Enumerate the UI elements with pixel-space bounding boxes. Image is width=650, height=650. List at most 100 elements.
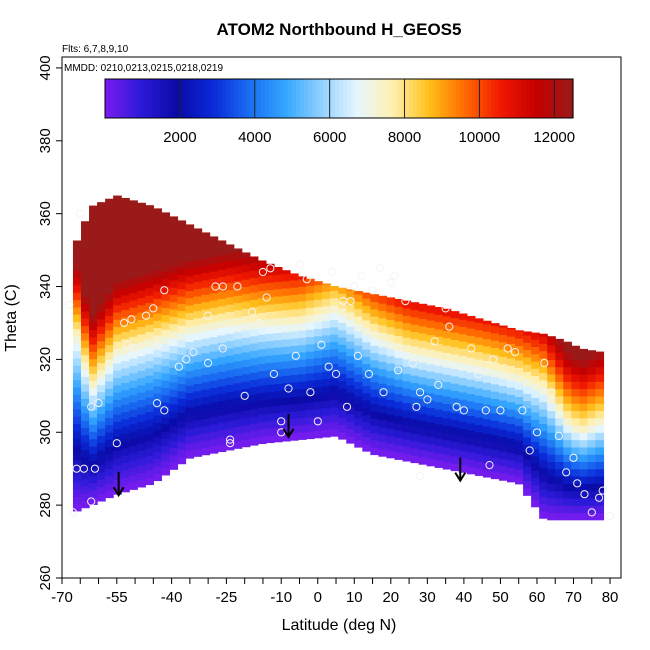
heatmap-cell xyxy=(298,351,307,360)
heatmap-cell xyxy=(595,359,605,368)
heatmap-cell xyxy=(466,335,476,344)
colorbar-segment xyxy=(417,79,422,118)
x-tick-label: -25 xyxy=(216,589,238,606)
heatmap-cell xyxy=(193,390,203,399)
heatmap-cell xyxy=(81,347,90,356)
heatmap-cell xyxy=(209,351,219,359)
heatmap-cell xyxy=(185,290,195,299)
heatmap-cell xyxy=(273,390,283,399)
heatmap-cell xyxy=(490,354,500,363)
heatmap-cell xyxy=(89,278,98,287)
heatmap-cell xyxy=(233,389,243,398)
heatmap-cell xyxy=(233,324,243,333)
heatmap-cell xyxy=(257,334,267,342)
heatmap-cell xyxy=(539,496,548,505)
heatmap-cell xyxy=(515,352,524,361)
heatmap-cell xyxy=(289,294,299,303)
heatmap-cell xyxy=(362,414,371,423)
heatmap-cell xyxy=(201,447,211,456)
heatmap-cell xyxy=(97,420,106,429)
heatmap-cell xyxy=(370,410,379,419)
colorbar-segment xyxy=(436,79,441,118)
heatmap-cell xyxy=(81,303,90,312)
heatmap-cell xyxy=(579,403,588,412)
heatmap-cell xyxy=(241,337,251,346)
sample-point xyxy=(255,318,264,328)
heatmap-cell xyxy=(346,421,355,430)
heatmap-cell xyxy=(466,437,476,446)
heatmap-cell xyxy=(507,327,516,330)
sample-point xyxy=(131,344,140,353)
sample-point xyxy=(467,344,476,353)
heatmap-cell xyxy=(466,320,476,329)
heatmap-cell xyxy=(201,432,211,441)
heatmap-cell xyxy=(233,309,243,318)
heatmap-cell xyxy=(129,452,138,461)
heatmap-cell xyxy=(169,396,179,405)
heatmap-cell xyxy=(434,328,444,337)
heatmap-cell xyxy=(145,346,154,354)
heatmap-cell xyxy=(346,311,355,320)
heatmap-cell xyxy=(322,422,331,431)
heatmap-cell xyxy=(498,399,508,408)
heatmap-cell xyxy=(322,385,331,394)
heatmap-cell xyxy=(410,360,420,369)
heatmap-cell xyxy=(410,338,420,347)
heatmap-cell xyxy=(306,343,315,352)
heatmap-cell xyxy=(72,365,82,373)
heatmap-cell xyxy=(153,349,162,358)
heatmap-cell xyxy=(531,360,540,369)
heatmap-cell xyxy=(434,336,444,345)
heatmap-cell xyxy=(177,347,187,355)
heatmap-cell xyxy=(434,343,444,352)
heatmap-cell xyxy=(442,439,452,448)
heatmap-cell xyxy=(145,353,154,362)
heatmap-cell xyxy=(298,308,307,317)
colorbar-segment xyxy=(393,79,399,118)
sample-point xyxy=(532,428,542,437)
heatmap-cell xyxy=(370,381,379,390)
colorbar-segment xyxy=(463,79,469,118)
colorbar-segment xyxy=(307,79,313,118)
heatmap-cell xyxy=(595,468,605,477)
heatmap-cell xyxy=(418,325,428,334)
heatmap-cell xyxy=(89,482,98,491)
heatmap-cell xyxy=(177,398,187,406)
heatmap-cell xyxy=(563,417,572,426)
heatmap-cell xyxy=(273,332,283,341)
heatmap-cell xyxy=(370,337,379,346)
heatmap-cell xyxy=(547,454,556,463)
heatmap-cell xyxy=(587,490,597,499)
heatmap-cell xyxy=(579,505,588,514)
colorbar-segment xyxy=(272,79,278,118)
heatmap-cell xyxy=(394,386,404,395)
sample-point xyxy=(218,344,227,353)
heatmap-cell xyxy=(410,367,420,376)
heatmap-cell xyxy=(153,371,162,380)
heatmap-cell xyxy=(233,360,243,369)
heatmap-cell xyxy=(394,320,404,329)
heatmap-cell xyxy=(185,341,195,350)
chart-title: ATOM2 Northbound H_GEOS5 xyxy=(217,20,462,39)
colorbar-segment xyxy=(354,79,360,118)
heatmap-cell xyxy=(330,304,339,313)
heatmap-cell xyxy=(354,366,363,375)
heatmap-cell xyxy=(153,218,162,227)
heatmap-cell xyxy=(233,375,243,384)
heatmap-cell xyxy=(289,323,299,332)
heatmap-cell xyxy=(81,361,90,370)
heatmap-cell xyxy=(217,422,227,431)
heatmap-cell xyxy=(257,261,267,270)
heatmap-cell xyxy=(306,394,315,403)
heatmap-cell xyxy=(547,388,556,397)
heatmap-cell xyxy=(362,429,371,438)
heatmap-cell xyxy=(394,328,404,337)
heatmap-cell xyxy=(571,468,580,477)
heatmap-cell xyxy=(281,295,291,304)
colorbar-segment xyxy=(206,79,211,118)
heatmap-cell xyxy=(563,454,572,463)
sample-point xyxy=(485,461,494,470)
sample-point xyxy=(605,512,615,521)
heatmap-cell xyxy=(113,421,122,430)
heatmap-cell xyxy=(289,308,299,317)
